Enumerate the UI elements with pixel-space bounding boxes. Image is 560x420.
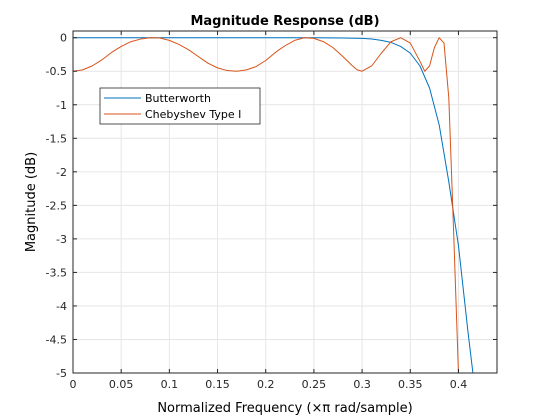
legend: Butterworth Chebyshev Type I [99,87,261,125]
series-line-0 [73,37,474,373]
legend-label-butterworth: Butterworth [145,92,211,105]
y-tick-label: -3.5 [46,266,67,279]
x-tick-label: 0.15 [205,378,230,391]
series-layer [73,37,474,373]
y-tick-label: -5 [56,367,67,380]
x-tick-label: 0.3 [353,378,371,391]
plot-area-background [73,31,497,373]
x-tick-label: 0.1 [161,378,179,391]
legend-box [99,87,261,125]
x-tick-label: 0.35 [398,378,423,391]
x-tick-label: 0.2 [257,378,275,391]
y-tick-label: 0 [60,32,67,45]
x-tick-label: 0.05 [109,378,134,391]
x-tick-label: 0.25 [302,378,327,391]
y-tick-label: -4 [56,300,67,313]
chart-title: Magnitude Response (dB) [190,14,379,29]
tick-marks [72,31,497,374]
y-axis-label: Magnitude (dB) [24,152,39,252]
y-tick-label: -1 [56,99,67,112]
y-tick-label: -2.5 [46,199,67,212]
x-tick-label: 0.4 [450,378,468,391]
tick-labels: 0 0.05 0.1 0.15 0.2 0.25 0.3 0.35 0.4 0 -0.5 -1 -1.5… [46,32,468,391]
x-tick-label: 0 [70,378,77,391]
x-axis-label: Normalized Frequency (×π rad/sample) [157,401,412,416]
series-line-1 [73,37,459,373]
plot-area-frame [72,30,498,374]
y-tick-label: -1.5 [46,132,67,145]
y-tick-label: -4.5 [46,333,67,346]
y-tick-label: -3 [56,233,67,246]
y-tick-label: -0.5 [46,65,67,78]
y-tick-label: -2 [56,166,67,179]
legend-label-chebyshev: Chebyshev Type I [145,108,241,121]
